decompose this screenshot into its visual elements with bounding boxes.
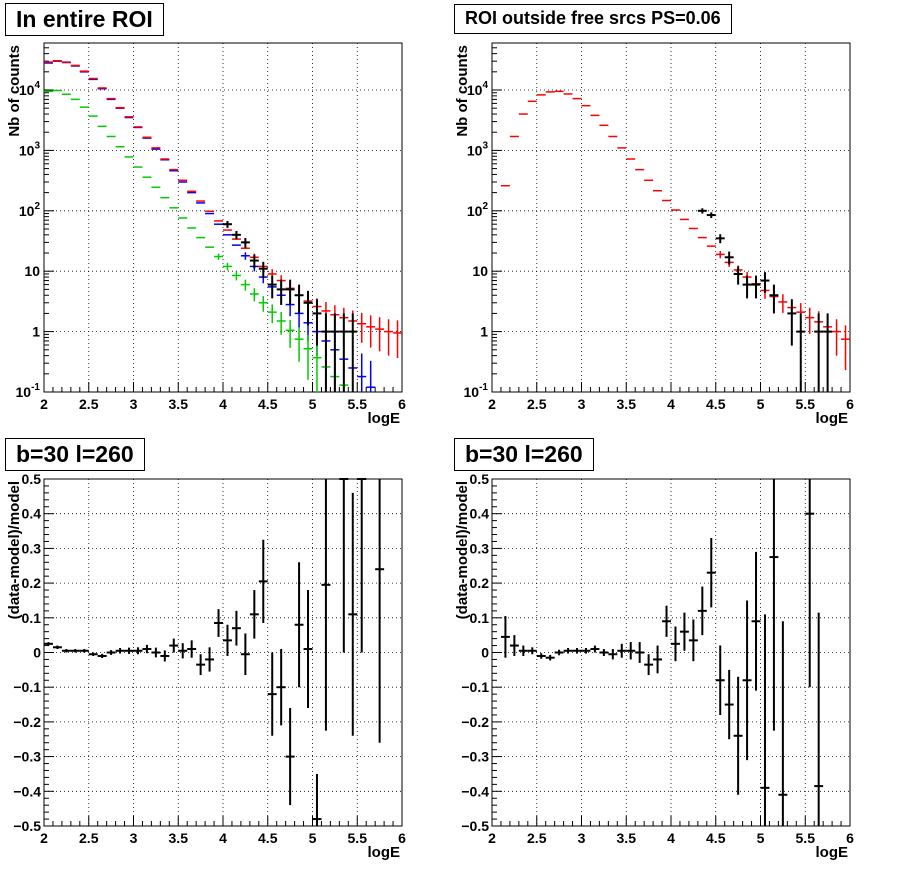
y-tick-label: 102 xyxy=(467,201,489,219)
y-tick-label: −0.5 xyxy=(461,818,489,834)
x-tick-label: 2.5 xyxy=(527,396,547,412)
x-tick-label: 2.5 xyxy=(527,830,547,846)
y-tick-label: 1 xyxy=(480,324,488,340)
y-tick-label: −0.1 xyxy=(13,679,41,695)
x-tick-label: 3 xyxy=(578,396,586,412)
y-tick-label: −0.5 xyxy=(13,818,41,834)
y-tick-label: 0.4 xyxy=(470,506,490,522)
x-tick-label: 2 xyxy=(40,396,48,412)
residual-series xyxy=(44,478,385,826)
x-tick-label: 3.5 xyxy=(617,830,637,846)
x-tick-label: 2 xyxy=(40,830,48,846)
y-tick-label: −0.2 xyxy=(13,714,41,730)
y-tick-label: 10-1 xyxy=(16,382,41,400)
x-tick-label: 6 xyxy=(398,396,406,412)
y-tick-label: 0.2 xyxy=(22,575,42,591)
x-axis-label: logE xyxy=(816,844,849,861)
y-tick-label: 0 xyxy=(33,645,41,661)
x-axis-label: logE xyxy=(368,410,401,427)
x-tick-label: 4 xyxy=(219,830,227,846)
y-tick-label: 0 xyxy=(481,645,489,661)
x-tick-label: 2.5 xyxy=(79,396,99,412)
y-tick-label: −0.1 xyxy=(461,679,489,695)
chart-title: ROI outside free srcs PS=0.06 xyxy=(454,4,732,34)
y-tick-label: 0.1 xyxy=(22,610,42,626)
y-axis-label: (data-model)/model xyxy=(454,481,471,619)
y-tick-label: 104 xyxy=(19,80,41,98)
y-tick-label: 103 xyxy=(19,140,41,158)
spectrum-panel-entire-roi: 2 2.5 3 3.5 4 4.5 5 5.5 6 10-1 1 10 102 103 104 logE Nb … xyxy=(6,42,406,427)
x-tick-label: 5 xyxy=(757,830,765,846)
y-tick-label: 1 xyxy=(32,324,40,340)
x-tick-label: 3.5 xyxy=(169,396,189,412)
y-tick-label: 10 xyxy=(24,263,40,279)
x-tick-label: 4.5 xyxy=(706,396,726,412)
x-tick-label: 3 xyxy=(578,830,586,846)
x-tick-label: 5.5 xyxy=(796,396,816,412)
y-tick-label: 102 xyxy=(19,201,41,219)
x-axis-label: logE xyxy=(368,844,401,861)
y-tick-label: −0.2 xyxy=(461,714,489,730)
x-tick-label: 4 xyxy=(219,396,227,412)
series-1 xyxy=(697,208,833,392)
y-axis-label: Nb of counts xyxy=(454,45,471,137)
y-tick-label: 0.3 xyxy=(470,540,490,556)
x-axis-label: logE xyxy=(816,410,849,427)
x-tick-label: 2 xyxy=(488,396,496,412)
y-tick-label: 0.3 xyxy=(22,540,42,556)
residual-panel-right: 2 2.5 3 3.5 4 4.5 5 5.5 6 −0.5 −0.4 −0.3 −0.2 −0.1 0 0.… xyxy=(454,471,854,861)
x-tick-label: 5 xyxy=(309,396,317,412)
y-axis-label: Nb of counts xyxy=(6,45,23,137)
y-tick-label: 10-1 xyxy=(464,382,489,400)
x-tick-label: 5 xyxy=(757,396,765,412)
y-tick-label: 0.5 xyxy=(470,471,490,487)
series-3 xyxy=(223,221,358,392)
x-tick-label: 3 xyxy=(130,830,138,846)
x-tick-label: 5.5 xyxy=(348,396,368,412)
y-tick-label: 104 xyxy=(467,80,489,98)
spectrum-panel-outside-srcs: 2 2.5 3 3.5 4 4.5 5 5.5 6 10-1 1 10 102 103 104 logE Nb … xyxy=(454,42,854,427)
x-tick-label: 6 xyxy=(846,830,854,846)
x-tick-label: 6 xyxy=(398,830,406,846)
x-tick-label: 4 xyxy=(667,830,675,846)
y-tick-label: 0.1 xyxy=(470,610,490,626)
y-tick-label: 10 xyxy=(472,263,488,279)
y-tick-label: −0.3 xyxy=(13,749,41,765)
x-tick-label: 3 xyxy=(130,396,138,412)
x-tick-label: 3.5 xyxy=(169,830,189,846)
x-tick-label: 2 xyxy=(488,830,496,846)
y-tick-label: 0.4 xyxy=(22,506,42,522)
y-tick-label: 0.2 xyxy=(470,575,490,591)
chart-title: b=30 l=260 xyxy=(5,438,145,471)
y-tick-label: −0.3 xyxy=(461,749,489,765)
x-tick-label: 5 xyxy=(309,830,317,846)
x-tick-label: 2.5 xyxy=(79,830,99,846)
y-tick-label: 0.5 xyxy=(22,471,42,487)
chart-title: b=30 l=260 xyxy=(454,438,594,471)
x-tick-label: 4.5 xyxy=(258,830,278,846)
y-tick-label: −0.4 xyxy=(13,783,41,799)
chart-title: In entire ROI xyxy=(5,3,164,36)
residual-panel-left: 2 2.5 3 3.5 4 4.5 5 5.5 6 −0.5 −0.4 −0.3 −0.2 −0.1 0 0.… xyxy=(6,471,406,861)
x-tick-label: 4.5 xyxy=(258,396,278,412)
x-tick-label: 5.5 xyxy=(348,830,368,846)
x-tick-label: 5.5 xyxy=(796,830,816,846)
residual-series xyxy=(500,479,824,826)
x-tick-label: 3.5 xyxy=(617,396,637,412)
x-tick-label: 4.5 xyxy=(706,830,726,846)
x-tick-label: 6 xyxy=(846,396,854,412)
x-tick-label: 4 xyxy=(667,396,675,412)
y-tick-label: 103 xyxy=(467,140,489,158)
y-tick-label: −0.4 xyxy=(461,783,489,799)
y-axis-label: (data-model)/model xyxy=(6,481,23,619)
